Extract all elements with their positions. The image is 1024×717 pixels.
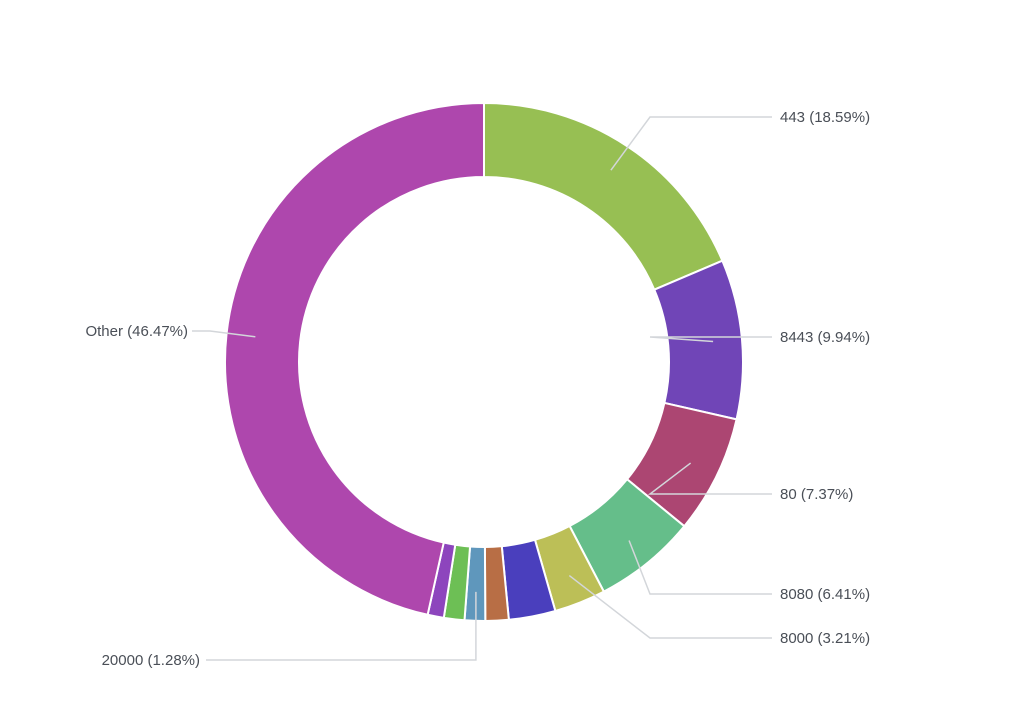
- leader-line-8000: [568, 574, 772, 639]
- labels-layer: 443 (18.59%) 8443 (9.94%) 80 (7.37%) 8080 (…: [85, 109, 870, 669]
- leader-lines-layer: [192, 116, 772, 661]
- leader-line-443: [610, 116, 772, 171]
- leader-line-8443: [649, 336, 772, 343]
- label-8080: 8080 (6.41%): [780, 586, 870, 603]
- leader-line-other: [192, 330, 256, 338]
- leader-line-8080: [628, 540, 772, 595]
- label-8443: 8443 (9.94%): [780, 329, 870, 346]
- slice-other[interactable]: [224, 101, 485, 616]
- slice-443[interactable]: [483, 101, 724, 291]
- label-443: 443 (18.59%): [780, 109, 870, 126]
- label-20000: 20000 (1.28%): [102, 652, 200, 669]
- slices-layer: [224, 101, 744, 623]
- leader-line-20000: [206, 591, 477, 661]
- label-8000: 8000 (3.21%): [780, 630, 870, 647]
- label-other: Other (46.47%): [85, 323, 188, 340]
- leader-line-80: [647, 462, 772, 495]
- label-80: 80 (7.37%): [780, 486, 853, 503]
